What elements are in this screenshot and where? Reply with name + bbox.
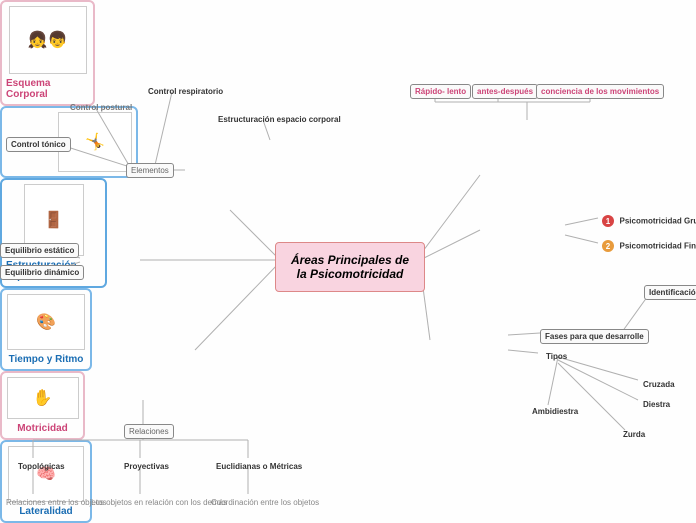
esquema-image: 👧👦 — [9, 6, 87, 74]
central-title: Áreas Principales de la Psicomotricidad — [291, 253, 409, 281]
proyectivas: Proyectivas — [118, 459, 175, 474]
central-node: Áreas Principales de la Psicomotricidad — [275, 242, 425, 292]
eq-estatico: Equilibrio estático — [0, 243, 79, 258]
motricidad-box: ✋ Motricidad — [0, 371, 85, 440]
antes-despues: antes-después — [472, 84, 538, 99]
tiempo-label: Tiempo y Ritmo — [9, 354, 84, 365]
psico-fina-label: Psicomotricidad Fina — [620, 242, 696, 251]
fases-tag: Fases para que desarrolle — [540, 329, 649, 344]
relaciones-tag: Relaciones — [124, 424, 174, 439]
num-2-icon: 2 — [602, 240, 614, 252]
esquema-label: Esquema Corporal — [6, 78, 89, 100]
psico-gruesa-label: Psicomotricidad Gruesa — [620, 217, 696, 226]
tipos-label: Tipos — [540, 349, 573, 364]
zurda: Zurda — [617, 427, 651, 442]
esquema-corporal-box: 👧👦 Esquema Corporal — [0, 0, 95, 106]
ambidiestra: Ambidiestra — [526, 404, 584, 419]
tiempo-ritmo-box: 🎨 Tiempo y Ritmo — [0, 288, 92, 371]
psico-fina: 2 Psicomotricidad Fina — [596, 237, 696, 255]
estr-espacio-corporal: Estructuración espacio corporal — [212, 112, 347, 127]
lateralidad-box: 🧠 Lateralidad — [0, 440, 92, 523]
diestra: Diestra — [637, 397, 676, 412]
elementos-tag: Elementos — [126, 163, 174, 178]
identificacion-tag: Identificación(0- — [644, 285, 696, 300]
conciencia-mov: conciencia de los movimientos — [536, 84, 664, 99]
lateralidad-image: 🧠 — [8, 446, 84, 502]
control-tonico: Control tónico — [6, 137, 71, 152]
topologicas: Topológicas — [12, 459, 71, 474]
euclidianas-sub: Coordinación entre los objetos — [205, 495, 325, 510]
tiempo-image: 🎨 — [7, 294, 85, 350]
motricidad-image: ✋ — [7, 377, 79, 419]
control-respiratorio: Control respiratorio — [142, 84, 229, 99]
cruzada: Cruzada — [637, 377, 681, 392]
euclidianas: Euclidianas o Métricas — [210, 459, 308, 474]
num-1-icon: 1 — [602, 215, 614, 227]
motricidad-label: Motricidad — [17, 423, 68, 434]
rapido-lento: Rápido- lento — [410, 84, 471, 99]
eq-dinamico: Equilibrio dinámico — [0, 265, 84, 280]
psico-gruesa: 1 Psicomotricidad Gruesa — [596, 212, 696, 230]
control-postural: Control postural — [64, 100, 138, 115]
